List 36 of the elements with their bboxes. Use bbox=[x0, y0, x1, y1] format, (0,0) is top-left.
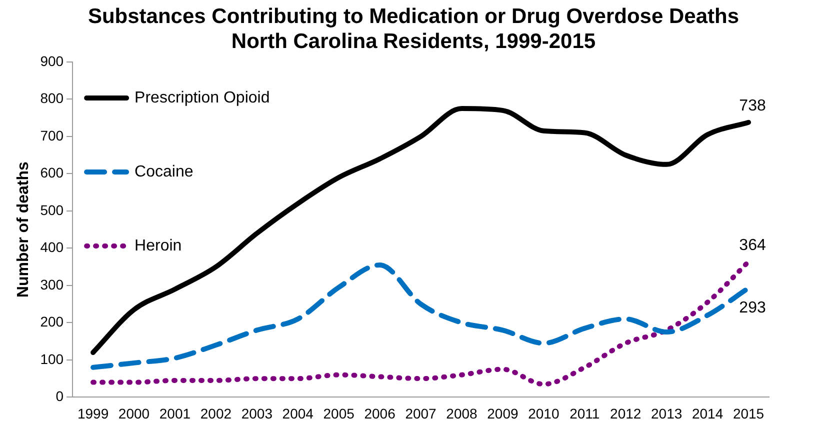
data-label: 293 bbox=[739, 299, 766, 316]
x-tick-label: 2004 bbox=[282, 405, 314, 422]
x-tick-label: 2003 bbox=[241, 405, 273, 422]
x-tick-label: 2005 bbox=[323, 405, 355, 422]
legend-label: Prescription Opioid bbox=[134, 89, 270, 106]
y-axis-title: Number of deaths bbox=[15, 161, 32, 298]
y-tick-label: 600 bbox=[40, 164, 64, 181]
x-tick-label: 1999 bbox=[77, 405, 109, 422]
x-tick-label: 2010 bbox=[528, 405, 560, 422]
x-tick-label: 2014 bbox=[692, 405, 724, 422]
x-tick-label: 2013 bbox=[651, 405, 682, 422]
x-tick-label: 2002 bbox=[200, 405, 232, 422]
x-tick-label: 2015 bbox=[732, 405, 764, 422]
data-label: 364 bbox=[739, 237, 766, 254]
x-tick-label: 2006 bbox=[364, 405, 396, 422]
x-tick-label: 2001 bbox=[159, 405, 191, 422]
x-tick-label: 2000 bbox=[118, 405, 150, 422]
x-tick-label: 2011 bbox=[570, 405, 600, 422]
x-tick-label: 2012 bbox=[610, 405, 642, 422]
legend-label: Heroin bbox=[134, 237, 182, 254]
legend-label: Cocaine bbox=[134, 163, 194, 180]
data-label: 738 bbox=[739, 98, 766, 115]
x-tick-label: 2008 bbox=[446, 405, 478, 422]
y-tick-label: 900 bbox=[40, 52, 64, 69]
chart-title: Substances Contributing to Medication or Drug Overdose Deaths bbox=[86, 4, 740, 29]
y-tick-label: 300 bbox=[40, 276, 64, 292]
y-tick-label: 800 bbox=[40, 90, 64, 106]
y-tick-label: 500 bbox=[40, 202, 64, 218]
y-tick-label: 400 bbox=[40, 239, 64, 256]
y-tick-label: 100 bbox=[40, 350, 64, 367]
y-tick-label: 0 bbox=[56, 388, 64, 404]
y-tick-label: 700 bbox=[40, 127, 64, 144]
y-tick-label: 200 bbox=[40, 314, 64, 330]
x-tick-label: 2009 bbox=[487, 405, 518, 422]
chart-subtitle: North Carolina Residents, 1999-2015 bbox=[230, 29, 597, 54]
x-tick-label: 2007 bbox=[405, 405, 437, 422]
